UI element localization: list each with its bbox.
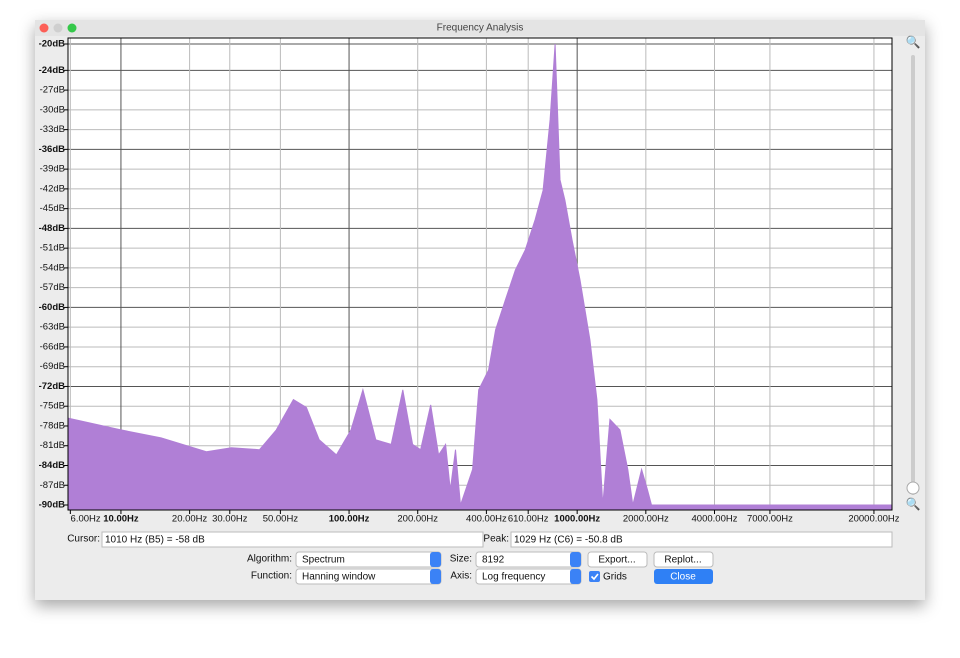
y-tick-label: -78dB [40, 420, 65, 431]
function-label: Function: [251, 571, 292, 582]
y-tick-label: -63dB [40, 322, 65, 333]
y-tick-label: -33dB [40, 124, 65, 135]
y-tick-label: -24dB [39, 65, 66, 76]
x-tick-label: 2000.00Hz [623, 514, 669, 525]
y-tick-label: -81dB [40, 440, 65, 451]
zoom-dot[interactable] [67, 23, 77, 33]
cursor-label: Cursor: [67, 534, 100, 545]
y-tick-label: -39dB [40, 164, 65, 175]
peak-value: 1029 Hz (C6) = -50.8 dB [514, 535, 623, 546]
algorithm-value: Spectrum [302, 555, 345, 566]
y-tick-label: -30dB [40, 104, 65, 115]
cursor-field [101, 531, 484, 548]
y-tick-label: -36dB [39, 144, 66, 155]
y-tick-label: -42dB [40, 183, 65, 194]
spectrum-line [67, 43, 892, 506]
axis-label: Axis: [450, 571, 472, 582]
close-dot[interactable] [39, 23, 49, 33]
y-tick-label: -69dB [40, 361, 65, 372]
select-arrow [430, 569, 441, 584]
y-tick-label: -51dB [40, 243, 65, 254]
zoom-out[interactable]: 🔍 [906, 496, 921, 511]
y-tick-label: -75dB [40, 401, 65, 412]
close-button[interactable] [654, 569, 713, 584]
size-value: 8192 [482, 555, 505, 566]
slider-thumb[interactable] [906, 481, 920, 495]
select-arrow [570, 569, 581, 584]
y-tick-label: -72dB [39, 381, 66, 392]
y-tick-label: -60dB [39, 302, 66, 313]
cursor-value: 1010 Hz (B5) = -58 dB [105, 535, 205, 546]
peak-label: Peak: [483, 534, 509, 545]
size-label: Size: [450, 554, 472, 565]
axis-value: Log frequency [482, 572, 545, 583]
plot-frame [67, 37, 893, 511]
x-tick-label: 20.00Hz [172, 514, 208, 525]
select-arrow [570, 552, 581, 567]
export-button[interactable] [587, 551, 648, 568]
grids-checkbox[interactable] [589, 571, 600, 582]
replot-button[interactable] [653, 551, 714, 568]
algorithm-label: Algorithm: [247, 554, 292, 565]
title-bar [35, 20, 925, 36]
x-tick-label: 20000.00Hz [848, 514, 899, 525]
min-dot[interactable] [53, 23, 63, 33]
plot [67, 43, 892, 510]
x-tick-label: 7000.00Hz [747, 514, 793, 525]
x-tick-label: 50.00Hz [263, 514, 299, 525]
zoom-slider[interactable] [911, 55, 915, 495]
x-tick-label: 6.00Hz [71, 514, 101, 525]
x-tick-label: 610.00Hz [508, 514, 549, 525]
x-tick-label: 200.00Hz [397, 514, 438, 525]
x-tick-label: 10.00Hz [103, 514, 139, 525]
y-tick-label: -27dB [40, 85, 65, 96]
y-tick-label: -66dB [40, 341, 65, 352]
select-arrow [430, 552, 441, 567]
x-tick-label: 4000.00Hz [692, 514, 738, 525]
y-tick-label: -87dB [40, 480, 65, 491]
x-tick-label: 30.00Hz [212, 514, 248, 525]
x-tick-label: 1000.00Hz [554, 514, 600, 525]
y-tick-label: -45dB [40, 203, 65, 214]
check-mark [590, 573, 599, 581]
window-title: Frequency Analysis [437, 23, 524, 34]
spectrum-fill [68, 44, 892, 510]
close-text: Close [670, 572, 696, 583]
grids-text: Grids [603, 572, 627, 583]
axis-labels: -20dB -24dB -27dB -30dB -33dB -36dB -39dB -42dB… [39, 39, 900, 525]
x-tick-label: 100.00Hz [329, 514, 370, 525]
y-tick-label: -57dB [40, 282, 65, 293]
function-value: Hanning window [302, 572, 376, 583]
y-tick-label: -90dB [39, 500, 66, 511]
y-tick-label: -48dB [39, 223, 66, 234]
zoom-in[interactable]: 🔍 [906, 34, 921, 49]
x-tick-label: 400.00Hz [466, 514, 507, 525]
replot-text: Replot... [664, 555, 701, 566]
y-tick-label: -54dB [40, 262, 65, 273]
peak-field [510, 531, 893, 548]
y-tick-label: -84dB [39, 460, 66, 471]
export-text: Export... [598, 555, 635, 566]
y-tick-label: -20dB [39, 39, 66, 50]
